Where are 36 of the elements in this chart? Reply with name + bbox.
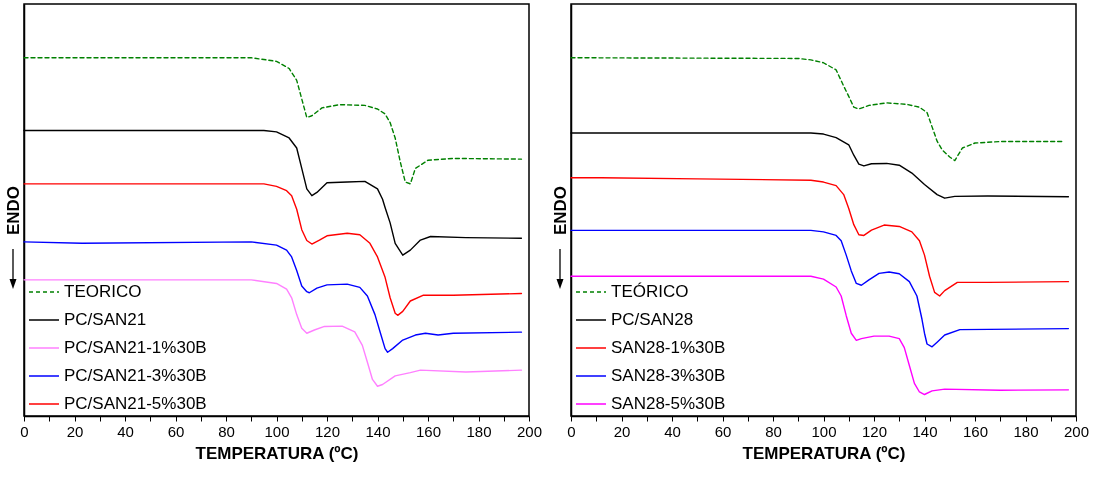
x-tick-label: 120 [861,422,888,440]
x-tick-label: 120 [314,422,341,440]
x-tick-label: 100 [264,422,290,440]
x-tick-label: 200 [1063,422,1090,440]
x-tick-label: 60 [167,422,185,440]
legend-label: PC/SAN21 [64,310,147,329]
x-tick-label: 200 [516,422,543,440]
legend-label: TEORICO [64,282,142,301]
x-tick-label: 20 [613,422,631,440]
x-tick-label: 140 [912,422,938,440]
x-tick-label: 180 [1013,422,1039,440]
x-axis-title: TEMPERATURA (ºC) [195,443,359,463]
legend-label: PC/SAN21-5%30B [64,394,207,413]
x-tick-label: 80 [218,422,235,440]
x-tick-label: 40 [664,422,681,440]
x-tick-label: 100 [811,422,837,440]
legend-label: SAN28-5%30B [611,394,726,413]
x-tick-label: 0 [20,422,29,440]
x-tick-label: 0 [567,422,576,440]
legend-label: TEÓRICO [611,282,689,301]
legend-label: PC/SAN21-3%30B [64,366,207,385]
x-tick-label: 140 [365,422,391,440]
x-tick-label: 160 [962,422,989,440]
x-tick-label: 20 [66,422,84,440]
x-tick-label: 40 [117,422,134,440]
x-tick-label: 180 [466,422,492,440]
x-tick-label: 60 [714,422,732,440]
legend-label: SAN28-3%30B [611,366,726,385]
x-tick-label: 160 [415,422,442,440]
x-tick-label: 80 [765,422,782,440]
legend-label: PC/SAN28 [611,310,694,329]
y-axis-title: ENDO [550,185,570,236]
legend-label: PC/SAN21-1%30B [64,338,207,357]
y-axis-title: ENDO [3,185,23,236]
legend-label: SAN28-1%30B [611,338,726,357]
x-axis-title: TEMPERATURA (ºC) [742,443,906,463]
